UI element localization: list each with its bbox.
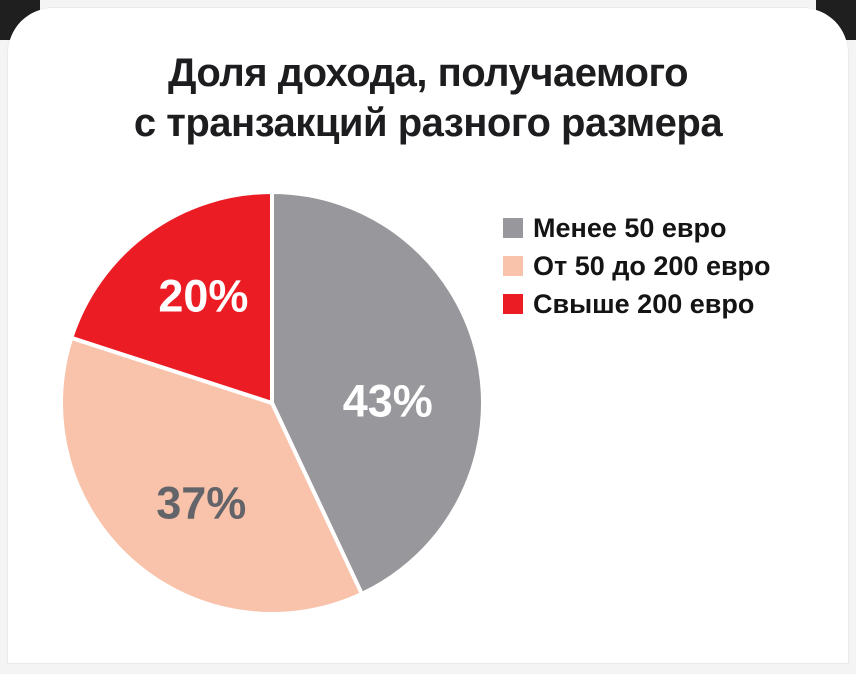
- pie-chart: 43% 37% 20%: [57, 188, 487, 618]
- legend-label: От 50 до 200 евро: [533, 251, 771, 281]
- legend-item-3: Свыше 200 евро: [503, 289, 771, 319]
- pie-slice-3: [69, 190, 274, 405]
- chart-title-line1: Доля дохода, получаемого: [167, 51, 689, 95]
- pie-slice-value-label-3: 20%: [158, 271, 248, 322]
- legend-item-2: От 50 до 200 евро: [503, 251, 771, 281]
- legend-color-swatch-icon: [503, 218, 523, 238]
- pie-slice-value-label-2: 37%: [156, 478, 246, 529]
- pie-slice-1: [270, 190, 486, 596]
- legend-color-swatch-icon: [503, 294, 523, 314]
- pie-slice-value-label-1: 43%: [343, 376, 433, 427]
- legend-item-1: Менее 50 евро: [503, 213, 771, 243]
- legend-label: Менее 50 евро: [533, 213, 727, 243]
- pie-chart-svg: 43% 37% 20%: [59, 190, 486, 616]
- chart-title: Доля дохода, получаемого с транзакций раз…: [8, 48, 848, 148]
- legend-label: Свыше 200 евро: [533, 289, 755, 319]
- chart-card: Доля дохода, получаемого с транзакций раз…: [8, 8, 848, 663]
- pie-slice-2: [59, 335, 364, 616]
- legend-color-swatch-icon: [503, 256, 523, 276]
- chart-title-line2: с транзакций разного размера: [133, 101, 723, 145]
- legend: Менее 50 евро От 50 до 200 евро Свыше 200 …: [503, 213, 771, 331]
